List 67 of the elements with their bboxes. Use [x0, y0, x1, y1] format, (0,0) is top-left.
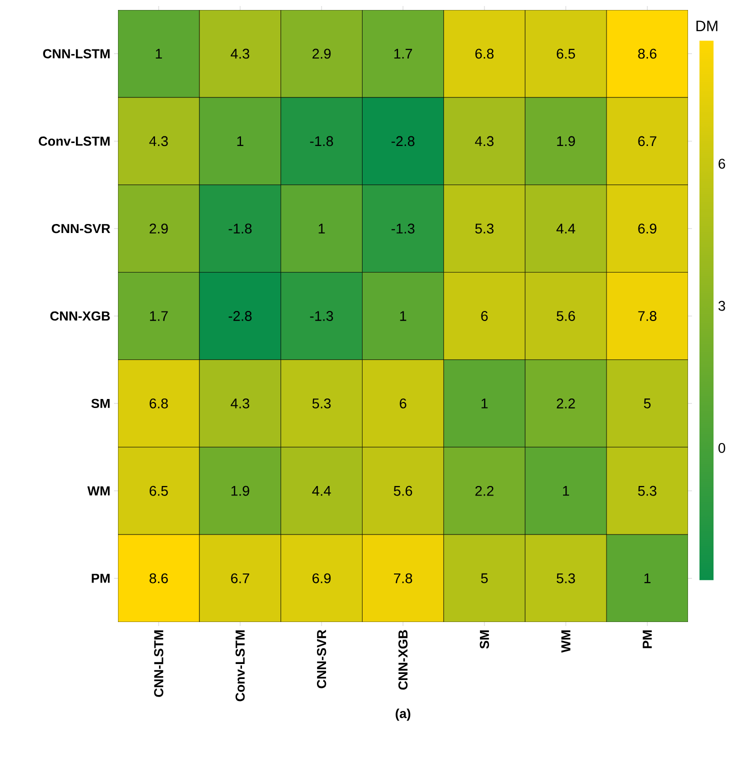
color-bar-label: 3: [718, 300, 726, 311]
color-bar-title: DM: [696, 20, 718, 32]
data-label: 6.9: [312, 573, 331, 584]
data-label: -1.3: [392, 224, 414, 234]
data-label: 4.3: [149, 136, 168, 146]
data-label: 4.4: [556, 224, 576, 234]
data-label: -1.8: [228, 224, 252, 234]
data-label: 1.9: [557, 136, 575, 146]
color-bar-label: 0: [718, 443, 726, 453]
data-label: 1.7: [394, 48, 412, 59]
data-label: 5: [644, 398, 651, 408]
x-axis-title: (a): [396, 708, 410, 721]
y-tick-label: PM: [92, 574, 110, 583]
data-label: 7.8: [394, 573, 412, 584]
data-label: 1: [644, 573, 650, 584]
data-label: 2.9: [312, 48, 331, 59]
data-label: 5.6: [556, 311, 575, 321]
y-tick-label: CNN-XGB: [50, 311, 110, 321]
data-label: 5.6: [394, 486, 412, 496]
data-label: -2.8: [228, 311, 252, 321]
data-label: 2.9: [150, 224, 168, 234]
data-label: -1.8: [310, 136, 334, 146]
data-label: 6.5: [556, 48, 575, 59]
data-label: 2.2: [475, 486, 494, 496]
data-label: 6.5: [150, 486, 168, 496]
data-label: 4.3: [475, 136, 494, 146]
x-tick-label: CNN-XGB: [398, 630, 408, 690]
data-label: 6: [400, 398, 406, 408]
data-label: -2.8: [392, 136, 414, 146]
x-tick-label: CNN-SVR: [316, 630, 326, 688]
data-label: 7.8: [638, 311, 656, 321]
data-label: 1: [156, 48, 162, 59]
y-tick-label: WM: [87, 486, 110, 496]
data-label: 1.7: [150, 311, 168, 321]
x-tick-label: CNN-LSTM: [154, 630, 164, 697]
data-label: 8.6: [638, 48, 656, 59]
data-label: 6.8: [150, 398, 168, 408]
y-tick-label: SM: [91, 398, 110, 408]
x-tick-label: PM: [642, 630, 652, 648]
data-label: 8.6: [150, 573, 168, 584]
data-label: 4.3: [230, 48, 250, 59]
data-label: 6.9: [638, 224, 656, 234]
data-label: 6.7: [231, 573, 250, 584]
data-label: 6.8: [475, 48, 494, 59]
data-label: 1: [482, 398, 488, 408]
data-label: 1: [237, 136, 244, 146]
data-label: 2.2: [556, 398, 575, 408]
x-tick-label: WM: [561, 630, 570, 653]
data-label: 1: [318, 224, 325, 234]
data-label: 5.3: [638, 486, 656, 496]
data-label: 5.3: [312, 398, 331, 408]
data-label: 5.3: [475, 224, 494, 234]
data-label: 1.9: [231, 486, 250, 496]
y-tick-label: CNN-SVR: [52, 224, 110, 234]
y-tick-label: Conv-LSTM: [38, 136, 110, 146]
data-label: -1.3: [310, 311, 334, 321]
x-tick-label: Conv-LSTM: [236, 630, 245, 702]
data-label: 5: [481, 573, 488, 584]
color-bar-label: 6: [718, 158, 726, 169]
data-label: 6.7: [638, 136, 656, 146]
data-label: 1: [400, 311, 406, 321]
data-label: 4.3: [230, 398, 250, 408]
data-label: 6: [481, 311, 488, 321]
x-tick-label: SM: [480, 630, 490, 649]
y-tick-label: CNN-LSTM: [43, 49, 110, 58]
data-label: 1: [563, 486, 570, 496]
data-label: 4.4: [312, 486, 331, 496]
